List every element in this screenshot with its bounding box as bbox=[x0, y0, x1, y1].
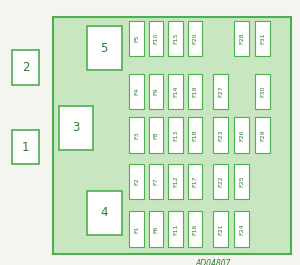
Bar bbox=[129, 117, 144, 153]
Bar bbox=[129, 73, 144, 109]
Text: F27: F27 bbox=[218, 86, 223, 97]
Text: 2: 2 bbox=[22, 61, 29, 74]
Text: F10: F10 bbox=[154, 33, 158, 44]
Bar bbox=[213, 211, 228, 247]
Bar bbox=[168, 73, 183, 109]
Bar bbox=[213, 73, 228, 109]
Text: 3: 3 bbox=[72, 121, 80, 134]
Bar bbox=[149, 164, 163, 199]
Text: F8: F8 bbox=[154, 131, 158, 139]
Bar bbox=[87, 191, 122, 235]
Text: F2: F2 bbox=[134, 178, 139, 185]
Bar bbox=[168, 164, 183, 199]
Text: F13: F13 bbox=[173, 129, 178, 141]
Bar bbox=[188, 164, 202, 199]
Text: F17: F17 bbox=[193, 176, 197, 187]
Bar bbox=[234, 164, 249, 199]
Bar bbox=[188, 73, 202, 109]
Text: F31: F31 bbox=[260, 33, 265, 44]
Bar bbox=[188, 211, 202, 247]
Bar bbox=[149, 211, 163, 247]
Bar bbox=[149, 117, 163, 153]
Bar bbox=[168, 211, 183, 247]
Text: F6: F6 bbox=[154, 226, 158, 233]
Text: F12: F12 bbox=[173, 176, 178, 187]
Bar bbox=[129, 164, 144, 199]
Text: F21: F21 bbox=[218, 223, 223, 235]
Bar bbox=[129, 21, 144, 56]
Text: F1: F1 bbox=[134, 226, 139, 233]
Bar bbox=[87, 26, 122, 70]
Bar bbox=[255, 21, 270, 56]
Bar bbox=[234, 21, 249, 56]
Bar bbox=[149, 21, 163, 56]
Text: F22: F22 bbox=[218, 176, 223, 187]
Text: F24: F24 bbox=[239, 223, 244, 235]
Bar bbox=[12, 50, 39, 85]
Text: F9: F9 bbox=[154, 88, 158, 95]
Bar bbox=[149, 73, 163, 109]
Text: F29: F29 bbox=[260, 129, 265, 141]
Text: F23: F23 bbox=[218, 129, 223, 141]
Text: F26: F26 bbox=[239, 129, 244, 141]
Text: F28: F28 bbox=[239, 33, 244, 44]
Bar bbox=[234, 211, 249, 247]
Bar bbox=[58, 106, 93, 150]
Text: F15: F15 bbox=[173, 33, 178, 44]
Bar bbox=[188, 21, 202, 56]
Bar bbox=[213, 164, 228, 199]
Bar bbox=[52, 17, 291, 254]
Text: F4: F4 bbox=[134, 88, 139, 95]
Bar bbox=[188, 117, 202, 153]
Text: 1: 1 bbox=[22, 140, 29, 154]
Text: F20: F20 bbox=[193, 33, 197, 44]
Bar bbox=[129, 211, 144, 247]
Bar bbox=[168, 21, 183, 56]
Text: 4: 4 bbox=[100, 206, 108, 219]
Text: F18: F18 bbox=[193, 130, 197, 141]
Bar bbox=[234, 117, 249, 153]
Text: F7: F7 bbox=[154, 178, 158, 185]
Bar bbox=[255, 117, 270, 153]
Text: F16: F16 bbox=[193, 224, 197, 235]
Bar bbox=[213, 117, 228, 153]
Text: F30: F30 bbox=[260, 86, 265, 97]
Text: F11: F11 bbox=[173, 224, 178, 235]
Text: F25: F25 bbox=[239, 176, 244, 187]
Text: F14: F14 bbox=[173, 86, 178, 97]
Text: 5: 5 bbox=[100, 42, 108, 55]
Text: F3: F3 bbox=[134, 131, 139, 139]
Text: F5: F5 bbox=[134, 35, 139, 42]
Bar bbox=[12, 130, 39, 164]
Text: F19: F19 bbox=[193, 86, 197, 97]
Text: AD04807: AD04807 bbox=[195, 259, 231, 265]
Bar bbox=[168, 117, 183, 153]
Bar bbox=[255, 73, 270, 109]
